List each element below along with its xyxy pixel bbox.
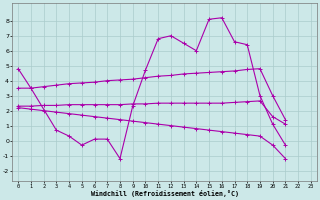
X-axis label: Windchill (Refroidissement éolien,°C): Windchill (Refroidissement éolien,°C)	[91, 190, 238, 197]
